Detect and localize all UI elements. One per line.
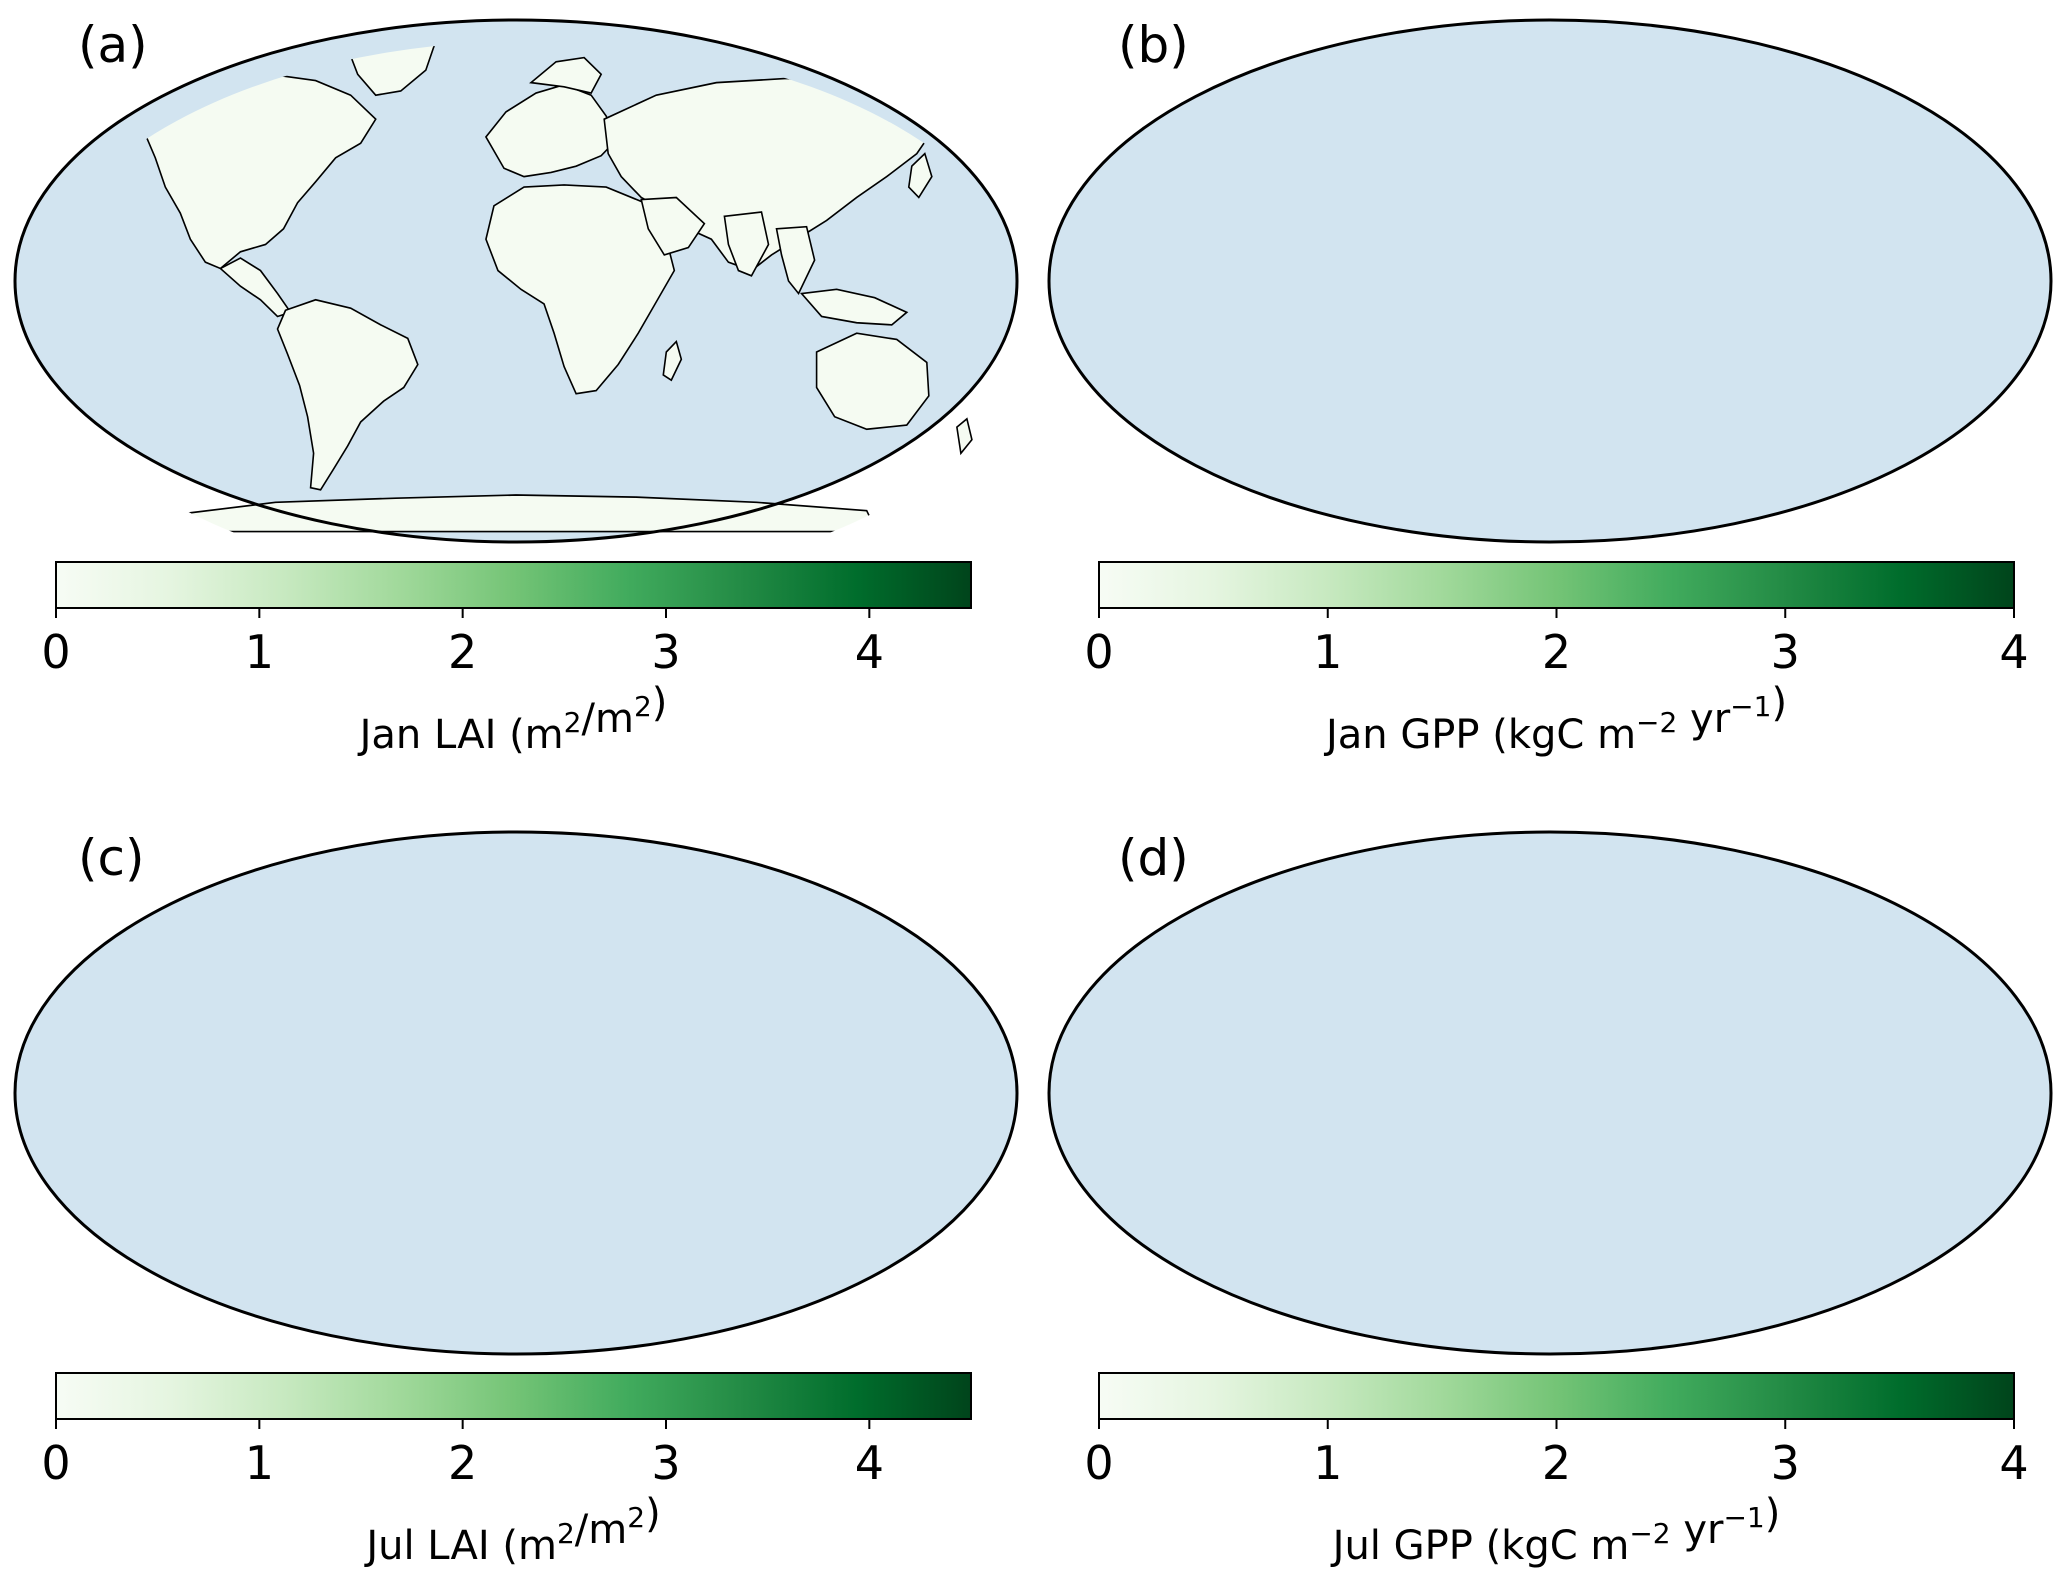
ocean [1049, 832, 2051, 1354]
map-border [1047, 18, 2053, 544]
colorbar-tick-label: 0 [1084, 1436, 1113, 1490]
colorbar-title: Jul GPP (kgC m−2 yr−1) [1330, 1491, 1781, 1569]
colorbar-c: 0 1 2 3 4 Jul LAI (m2/m2) [41, 1372, 972, 1569]
map-d [1047, 830, 2053, 1356]
map-border [13, 18, 1019, 544]
panel-b: (b) 0 1 2 3 4 Jan GPP (kgC m−2 yr−1) [1047, 16, 2053, 758]
colorbar-ramp [1098, 561, 2015, 609]
colorbar-tick-label: 4 [1999, 1436, 2028, 1490]
colorbar-title: Jan GPP (kgC m−2 yr−1) [1323, 680, 1787, 758]
colorbar-tick-label: 3 [651, 625, 680, 679]
colorbar-ramp [55, 1372, 972, 1420]
map-border [1047, 830, 2053, 1356]
colorbar-tick-label: 2 [448, 1436, 477, 1490]
colorbar-tick-label: 0 [41, 1436, 70, 1490]
ocean [1049, 20, 2051, 542]
colorbar-tick-label: 3 [1771, 1436, 1800, 1490]
panel-label: (d) [1118, 829, 1189, 887]
panel-a: (a) 0 1 2 3 4 Jan LAI (m2/m2) [13, 16, 1019, 758]
map-border [13, 830, 1019, 1356]
colorbar-tick-label: 4 [1999, 625, 2028, 679]
colorbar-tick-label: 4 [855, 1436, 884, 1490]
colorbar-title: Jul LAI (m2/m2) [363, 1491, 660, 1569]
panel-label: (b) [1118, 16, 1189, 74]
colorbar-ramp [55, 561, 972, 609]
map-a [13, 18, 1019, 544]
colorbar-ramp [1098, 1372, 2015, 1420]
colorbar-d: 0 1 2 3 4 Jul GPP (kgC m−2 yr−1) [1084, 1372, 2029, 1569]
colorbar-tick-label: 1 [1313, 625, 1342, 679]
colorbar-tick-label: 3 [651, 1436, 680, 1490]
colorbar-tick-label: 3 [1771, 625, 1800, 679]
map-c [13, 830, 1019, 1356]
ocean [15, 832, 1017, 1354]
colorbar-tick-label: 0 [41, 625, 70, 679]
colorbar-tick-label: 2 [1542, 625, 1571, 679]
panel-c: (c) 0 1 2 3 4 Jul LAI (m2/m2) [13, 829, 1019, 1569]
colorbar-tick-label: 0 [1084, 625, 1113, 679]
colorbar-tick-label: 1 [245, 1436, 274, 1490]
colorbar-a: 0 1 2 3 4 Jan LAI (m2/m2) [41, 561, 972, 758]
map-b [1047, 18, 2053, 544]
colorbar-b: 0 1 2 3 4 Jan GPP (kgC m−2 yr−1) [1084, 561, 2029, 758]
colorbar-tick-label: 4 [855, 625, 884, 679]
colorbar-tick-label: 2 [448, 625, 477, 679]
panels-layer: (a) 0 1 2 3 4 Jan LAI (m2/m2) (b) 0 1 2 3 4 Jan GPP (… [13, 16, 2053, 1569]
panel-label: (c) [78, 829, 145, 887]
panel-d: (d) 0 1 2 3 4 Jul GPP (kgC m−2 yr−1) [1047, 829, 2053, 1569]
colorbar-tick-label: 1 [1313, 1436, 1342, 1490]
colorbar-title: Jan LAI (m2/m2) [357, 680, 668, 758]
colorbar-tick-label: 1 [245, 625, 274, 679]
colorbar-tick-label: 2 [1542, 1436, 1571, 1490]
panel-label: (a) [78, 16, 148, 74]
